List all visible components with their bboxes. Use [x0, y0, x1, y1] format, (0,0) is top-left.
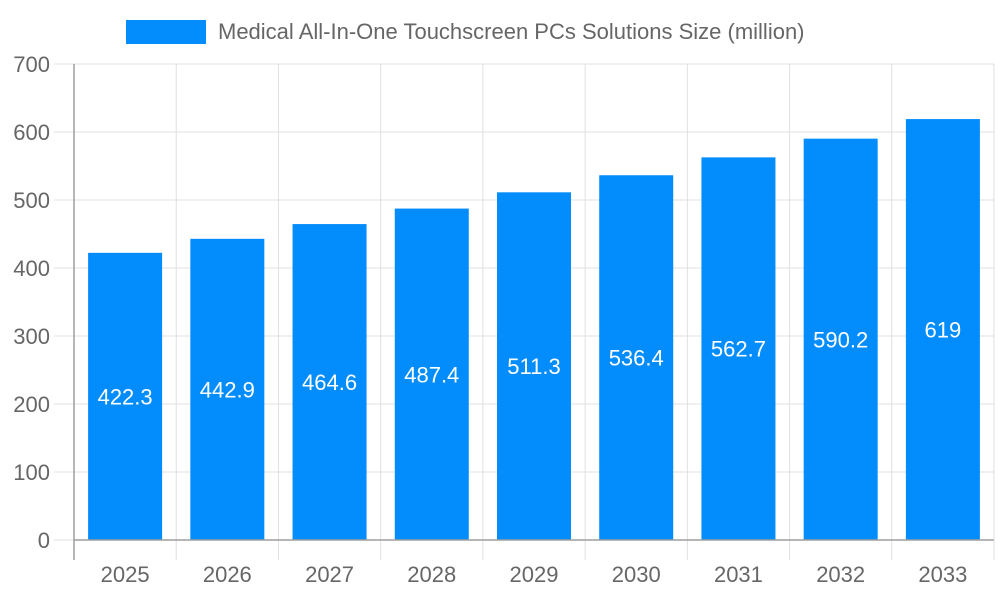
legend-swatch: [126, 20, 206, 44]
x-tick-label: 2033: [918, 562, 967, 587]
data-label: 511.3: [507, 354, 560, 379]
x-tick-label: 2031: [714, 562, 763, 587]
x-tick-label: 2029: [510, 562, 559, 587]
bar: [599, 175, 674, 541]
y-tick-label: 400: [13, 256, 50, 281]
bar: [292, 224, 367, 540]
bar: [803, 138, 878, 540]
y-tick-label: 600: [13, 120, 50, 145]
y-tick-label: 700: [13, 52, 50, 77]
bar: [497, 192, 571, 541]
data-label: 442.9: [200, 377, 255, 402]
y-tick-label: 300: [13, 324, 50, 349]
x-tick-label: 2030: [612, 562, 661, 587]
bar: [394, 208, 469, 540]
x-tick-label: 2032: [816, 562, 865, 587]
data-label: 619: [925, 318, 962, 343]
data-label: 422.3: [98, 384, 153, 409]
bar: [190, 238, 265, 540]
y-tick-label: 100: [13, 460, 50, 485]
data-label: 487.4: [404, 362, 459, 387]
y-tick-label: 200: [13, 392, 50, 417]
data-label: 536.4: [609, 346, 664, 371]
x-tick-label: 2028: [407, 562, 456, 587]
y-tick-label: 500: [13, 188, 50, 213]
x-tick-label: 2025: [101, 562, 150, 587]
legend[interactable]: Medical All-In-One Touchscreen PCs Solut…: [126, 19, 805, 44]
bar: [701, 157, 776, 540]
bars: 422.3 442.9 464.6 487.4 511.3 536.4 562.7 590.2…: [88, 119, 980, 541]
x-tick-label: 2026: [203, 562, 252, 587]
axes: 0 100 200 300 400 500 600 700 2025 2026 2027 2028 20…: [13, 52, 994, 587]
x-tick-label: 2027: [305, 562, 354, 587]
legend-label: Medical All-In-One Touchscreen PCs Solut…: [218, 19, 805, 44]
bar: [905, 119, 980, 540]
data-label: 464.6: [302, 370, 357, 395]
bar: [88, 252, 163, 540]
data-label: 590.2: [813, 327, 868, 352]
y-tick-label: 0: [38, 528, 50, 553]
data-label: 562.7: [711, 337, 766, 362]
